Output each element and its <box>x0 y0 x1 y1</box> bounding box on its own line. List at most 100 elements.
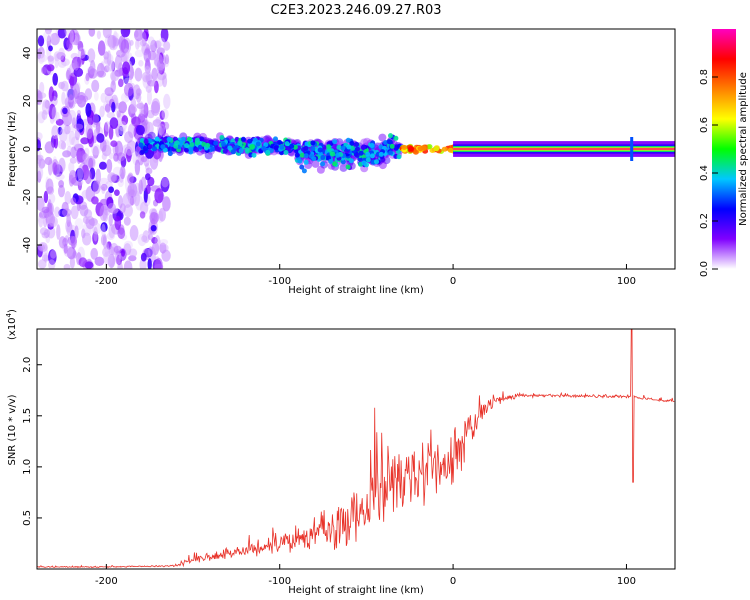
noise-blob <box>37 35 45 47</box>
noise-blob <box>126 148 132 163</box>
noise-blob <box>133 84 141 100</box>
y-tick-label: -40 <box>22 237 33 253</box>
noise-blob <box>52 162 58 175</box>
noise-blob <box>52 72 58 86</box>
band-blob <box>354 142 360 147</box>
noise-blob <box>63 263 71 269</box>
noise-blob <box>105 53 114 65</box>
noise-blob <box>145 173 151 181</box>
noise-blob <box>100 234 107 246</box>
band-blob <box>161 137 167 143</box>
band-blob <box>294 152 300 158</box>
transition-blob <box>441 146 448 152</box>
band-blob <box>265 149 271 155</box>
noise-blob <box>72 250 78 259</box>
noise-blob <box>127 182 138 198</box>
snr-x-ticks: -200 -100 0 100 <box>95 564 636 587</box>
noise-blob <box>125 52 133 59</box>
band-blob <box>340 159 346 165</box>
noise-blob <box>124 131 134 144</box>
noise-blob <box>117 261 123 269</box>
noise-blob <box>69 157 77 164</box>
noise-blob <box>109 35 114 50</box>
noise-blob <box>156 59 164 74</box>
noise-blob <box>37 139 41 152</box>
noise-blob <box>51 125 59 140</box>
noise-blob <box>44 100 50 109</box>
band-blob <box>378 151 384 157</box>
noise-blob <box>66 39 72 49</box>
transition-blob <box>447 147 454 153</box>
x-tick-label: 100 <box>617 576 636 587</box>
noise-blob <box>44 29 52 35</box>
noise-blob <box>66 133 72 148</box>
band-blob <box>227 145 233 151</box>
noise-blob <box>134 67 143 82</box>
noise-blob <box>42 101 49 108</box>
noise-blob <box>108 224 116 239</box>
noise-blob <box>37 48 42 60</box>
noise-blob <box>113 245 122 254</box>
noise-blob <box>116 110 121 118</box>
noise-blob <box>69 74 74 90</box>
noise-blob <box>137 113 146 123</box>
y-tick-label: 1.5 <box>22 408 33 424</box>
noise-blob <box>91 196 99 205</box>
band-blob <box>346 144 352 150</box>
noise-blob <box>159 239 169 246</box>
noise-blob <box>48 249 57 265</box>
noise-blob <box>45 178 54 194</box>
band-blob <box>303 153 309 159</box>
noise-blob <box>151 237 158 244</box>
noise-blob <box>70 146 77 159</box>
snr-multiplier-close: ) <box>7 309 18 313</box>
noise-blob <box>145 65 150 76</box>
transition-blob <box>412 149 419 155</box>
band-blob <box>143 139 149 144</box>
noise-blob <box>60 80 69 92</box>
colorbar-ticks: 0.0 0.2 0.4 0.6 0.8 <box>699 69 718 277</box>
noise-blob <box>58 140 66 150</box>
noise-blob <box>96 133 105 143</box>
y-tick-label: 20 <box>22 95 33 108</box>
noise-blob <box>123 243 132 256</box>
noise-blob <box>62 111 73 127</box>
noise-blob <box>47 159 53 176</box>
y-tick-label: 2.0 <box>22 357 33 373</box>
noise-blob <box>70 197 77 205</box>
band-blob <box>255 141 261 147</box>
noise-blob <box>62 150 72 158</box>
noise-blob <box>118 125 124 137</box>
band-blob <box>320 161 326 167</box>
noise-blob <box>161 108 169 120</box>
transition-blob <box>426 144 433 150</box>
noise-blob <box>77 178 84 186</box>
noise-blob <box>75 82 81 92</box>
noise-blob <box>86 212 93 220</box>
band-blob <box>310 140 316 146</box>
noise-blob <box>110 140 118 147</box>
band-blob <box>186 136 192 142</box>
noise-blob <box>58 59 67 68</box>
noise-blob <box>118 195 123 209</box>
noise-blob <box>74 225 79 239</box>
noise-blob <box>75 167 84 182</box>
noise-blob <box>147 89 152 105</box>
noise-blob <box>64 191 72 205</box>
noise-blob <box>140 252 147 262</box>
band-blob <box>274 145 279 151</box>
band-blob <box>365 151 371 157</box>
noise-blob <box>122 61 131 75</box>
noise-blob <box>145 184 151 195</box>
noise-blob <box>153 212 160 222</box>
x-tick-label: -100 <box>268 576 291 587</box>
transition-blob <box>408 146 415 152</box>
band-blob <box>360 144 366 150</box>
noise-blob <box>163 93 171 109</box>
noise-blob <box>108 152 114 160</box>
noise-blob <box>135 38 140 50</box>
noise-blob <box>82 153 90 162</box>
band-blob <box>160 144 166 150</box>
spectrogram-y-ticks: -40 -20 0 20 40 <box>22 47 42 253</box>
